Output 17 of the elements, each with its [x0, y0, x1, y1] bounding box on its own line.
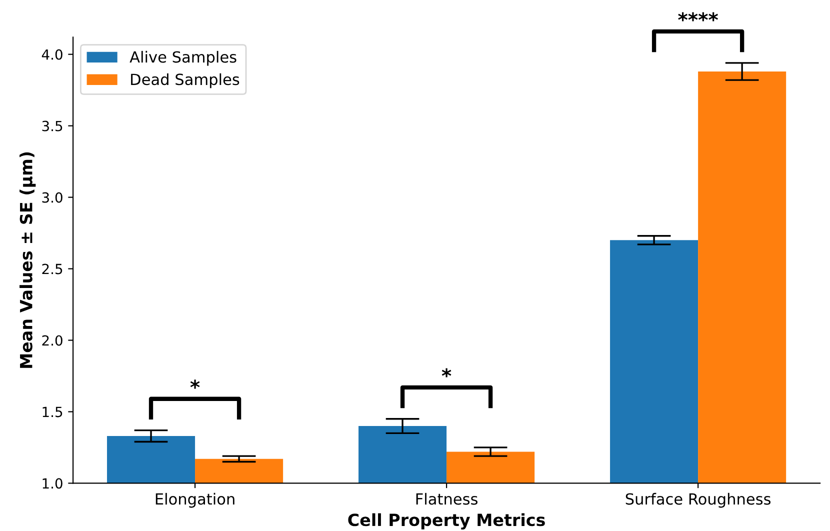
- y-axis-title: Mean Values ± SE (µm): [20, 152, 36, 368]
- annotation: *: [442, 368, 452, 378]
- y-tick-label: 3.5: [42, 120, 62, 132]
- y-tick-label: 2.0: [42, 335, 62, 346]
- x-tick-label: Elongation: [156, 492, 234, 508]
- y-tick-label: 4.0: [42, 49, 62, 60]
- y-tick-label: 2.5: [42, 264, 62, 274]
- legend-label: Alive Samples: [130, 50, 236, 66]
- annotation: *: [190, 380, 200, 389]
- text: ****: [678, 12, 718, 22]
- x-axis-title: Cell Property Metrics: [348, 513, 545, 530]
- y-tick-label: 1.5: [42, 406, 62, 418]
- y-tick-label: 3.0: [42, 192, 62, 203]
- x-tick-label: Surface Roughness: [626, 492, 771, 508]
- legend-label: Dead Samples: [131, 73, 240, 88]
- x-tick-label: Flatness: [416, 492, 478, 505]
- y-tick-label: 1.0: [42, 478, 62, 489]
